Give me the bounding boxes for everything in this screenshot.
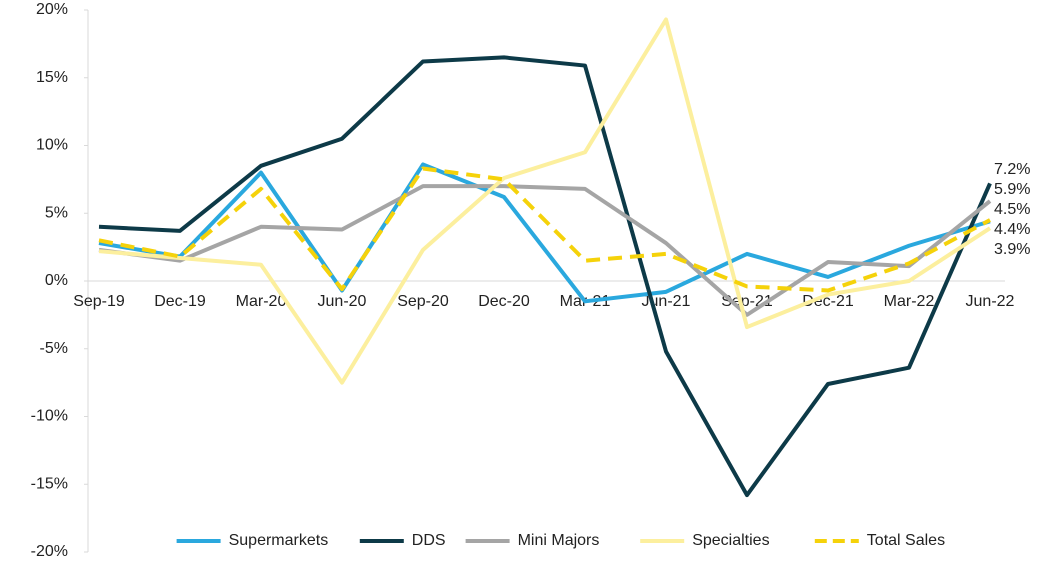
data-label: 7.2%	[994, 161, 1030, 178]
x-tick-label: Jun-20	[318, 293, 367, 310]
x-tick-label: Mar-22	[884, 293, 935, 310]
series-line	[98, 166, 991, 293]
series-line	[98, 55, 992, 498]
legend-label: Specialties	[692, 532, 769, 549]
series-line	[98, 17, 992, 385]
legend-label: Mini Majors	[518, 532, 600, 549]
y-tick-label: -5%	[40, 340, 68, 357]
y-tick-label: 0%	[45, 272, 68, 289]
x-tick-label: Dec-19	[154, 293, 206, 310]
x-tick-label: Sep-20	[397, 293, 449, 310]
x-tick-label: Mar-20	[236, 293, 287, 310]
legend-label: Total Sales	[867, 532, 945, 549]
series-line	[98, 184, 992, 317]
legend-label: DDS	[412, 532, 446, 549]
series-line	[98, 162, 991, 304]
y-tick-label: -20%	[31, 543, 68, 560]
y-tick-label: -10%	[31, 408, 68, 425]
x-tick-label: Jun-22	[966, 293, 1015, 310]
y-tick-label: 20%	[36, 1, 68, 18]
y-tick-label: -15%	[31, 475, 68, 492]
data-label: 4.4%	[994, 221, 1030, 238]
x-tick-label: Sep-19	[73, 293, 125, 310]
data-label: 3.9%	[994, 241, 1030, 258]
legend-label: Supermarkets	[229, 532, 329, 549]
y-tick-label: 10%	[36, 137, 68, 154]
x-tick-label: Dec-21	[802, 293, 854, 310]
x-tick-label: Dec-20	[478, 293, 530, 310]
y-tick-label: 5%	[45, 204, 68, 221]
data-label: 5.9%	[994, 181, 1030, 198]
y-tick-label: 15%	[36, 69, 68, 86]
data-label: 4.5%	[994, 201, 1030, 218]
